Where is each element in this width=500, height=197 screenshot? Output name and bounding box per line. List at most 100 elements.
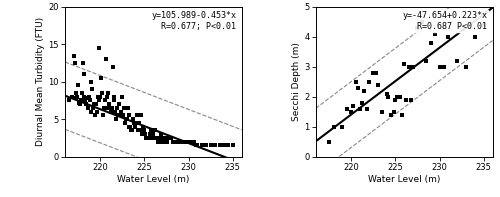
Point bbox=[113, 106, 121, 110]
Point bbox=[80, 73, 88, 76]
Point bbox=[167, 136, 175, 139]
Point bbox=[78, 91, 86, 95]
X-axis label: Water Level (m): Water Level (m) bbox=[117, 175, 190, 184]
Point bbox=[90, 106, 98, 110]
Point bbox=[154, 140, 162, 143]
Point bbox=[480, 23, 488, 26]
Point bbox=[90, 103, 98, 106]
Point bbox=[198, 144, 206, 147]
Point bbox=[142, 136, 150, 139]
Point bbox=[118, 95, 126, 98]
Point bbox=[206, 144, 214, 147]
Point bbox=[88, 88, 96, 91]
Point bbox=[165, 136, 173, 139]
Point bbox=[77, 99, 85, 102]
Point bbox=[418, 20, 426, 23]
Point bbox=[216, 144, 224, 147]
Point bbox=[151, 129, 159, 132]
Point bbox=[112, 110, 120, 113]
Point bbox=[114, 114, 122, 117]
Point bbox=[363, 107, 371, 110]
Point bbox=[86, 99, 94, 102]
Point bbox=[211, 144, 219, 147]
Point bbox=[137, 114, 145, 117]
Point bbox=[135, 121, 143, 125]
Point bbox=[396, 95, 404, 98]
Point bbox=[426, 41, 434, 44]
Point bbox=[229, 144, 237, 147]
Point bbox=[140, 133, 148, 136]
Point bbox=[112, 118, 120, 121]
Point bbox=[400, 62, 408, 65]
Point bbox=[108, 106, 116, 110]
Point bbox=[124, 106, 132, 110]
Point bbox=[378, 110, 386, 113]
Point bbox=[70, 61, 78, 65]
Point bbox=[153, 136, 161, 139]
Point bbox=[126, 125, 134, 128]
Point bbox=[102, 95, 110, 98]
Point bbox=[194, 144, 202, 147]
Point bbox=[360, 89, 368, 92]
Point bbox=[202, 144, 210, 147]
Text: y=-47.654+0.223*x
R=0.687 P<0.01: y=-47.654+0.223*x R=0.687 P<0.01 bbox=[402, 11, 487, 31]
Point bbox=[158, 133, 166, 136]
Point bbox=[159, 136, 167, 139]
Point bbox=[143, 136, 151, 139]
Point bbox=[148, 133, 156, 136]
Point bbox=[220, 144, 228, 147]
Point bbox=[402, 98, 410, 101]
Point bbox=[96, 95, 104, 98]
Point bbox=[110, 99, 118, 102]
Point bbox=[97, 76, 105, 80]
Point bbox=[431, 32, 439, 35]
Point bbox=[471, 35, 479, 38]
Point bbox=[94, 95, 102, 98]
Point bbox=[146, 133, 154, 136]
Point bbox=[96, 46, 104, 50]
Point bbox=[162, 140, 170, 143]
Point bbox=[186, 140, 194, 143]
Point bbox=[138, 125, 146, 128]
Point bbox=[161, 140, 169, 143]
Point bbox=[70, 54, 78, 57]
Point bbox=[188, 140, 196, 143]
Point bbox=[116, 114, 124, 117]
Point bbox=[164, 140, 172, 143]
Point bbox=[86, 110, 94, 113]
Point bbox=[140, 129, 147, 132]
Point bbox=[131, 125, 139, 128]
Point bbox=[145, 136, 153, 139]
Point bbox=[105, 103, 113, 106]
Point bbox=[154, 136, 162, 139]
Point bbox=[72, 97, 80, 100]
Point bbox=[176, 140, 184, 143]
Point bbox=[98, 91, 106, 95]
Point bbox=[453, 59, 461, 62]
Point bbox=[129, 118, 137, 121]
Point bbox=[393, 95, 401, 98]
Point bbox=[398, 113, 406, 116]
Point bbox=[338, 125, 346, 128]
Point bbox=[94, 99, 102, 102]
Point bbox=[444, 35, 452, 38]
Point bbox=[404, 65, 412, 68]
Point bbox=[370, 71, 378, 74]
Point bbox=[387, 113, 395, 116]
Point bbox=[354, 86, 362, 89]
Point bbox=[462, 65, 470, 68]
Text: y=105.989-0.453*x
R=0.677; P<0.01: y=105.989-0.453*x R=0.677; P<0.01 bbox=[152, 11, 236, 31]
X-axis label: Water Level (m): Water Level (m) bbox=[368, 175, 440, 184]
Point bbox=[152, 136, 160, 139]
Point bbox=[347, 110, 355, 113]
Point bbox=[150, 133, 158, 136]
Point bbox=[72, 91, 80, 95]
Point bbox=[84, 106, 92, 110]
Point bbox=[88, 80, 96, 83]
Point bbox=[414, 26, 422, 29]
Point bbox=[85, 95, 93, 98]
Point bbox=[134, 121, 141, 125]
Point bbox=[169, 140, 177, 143]
Point bbox=[134, 129, 142, 132]
Point bbox=[164, 136, 172, 139]
